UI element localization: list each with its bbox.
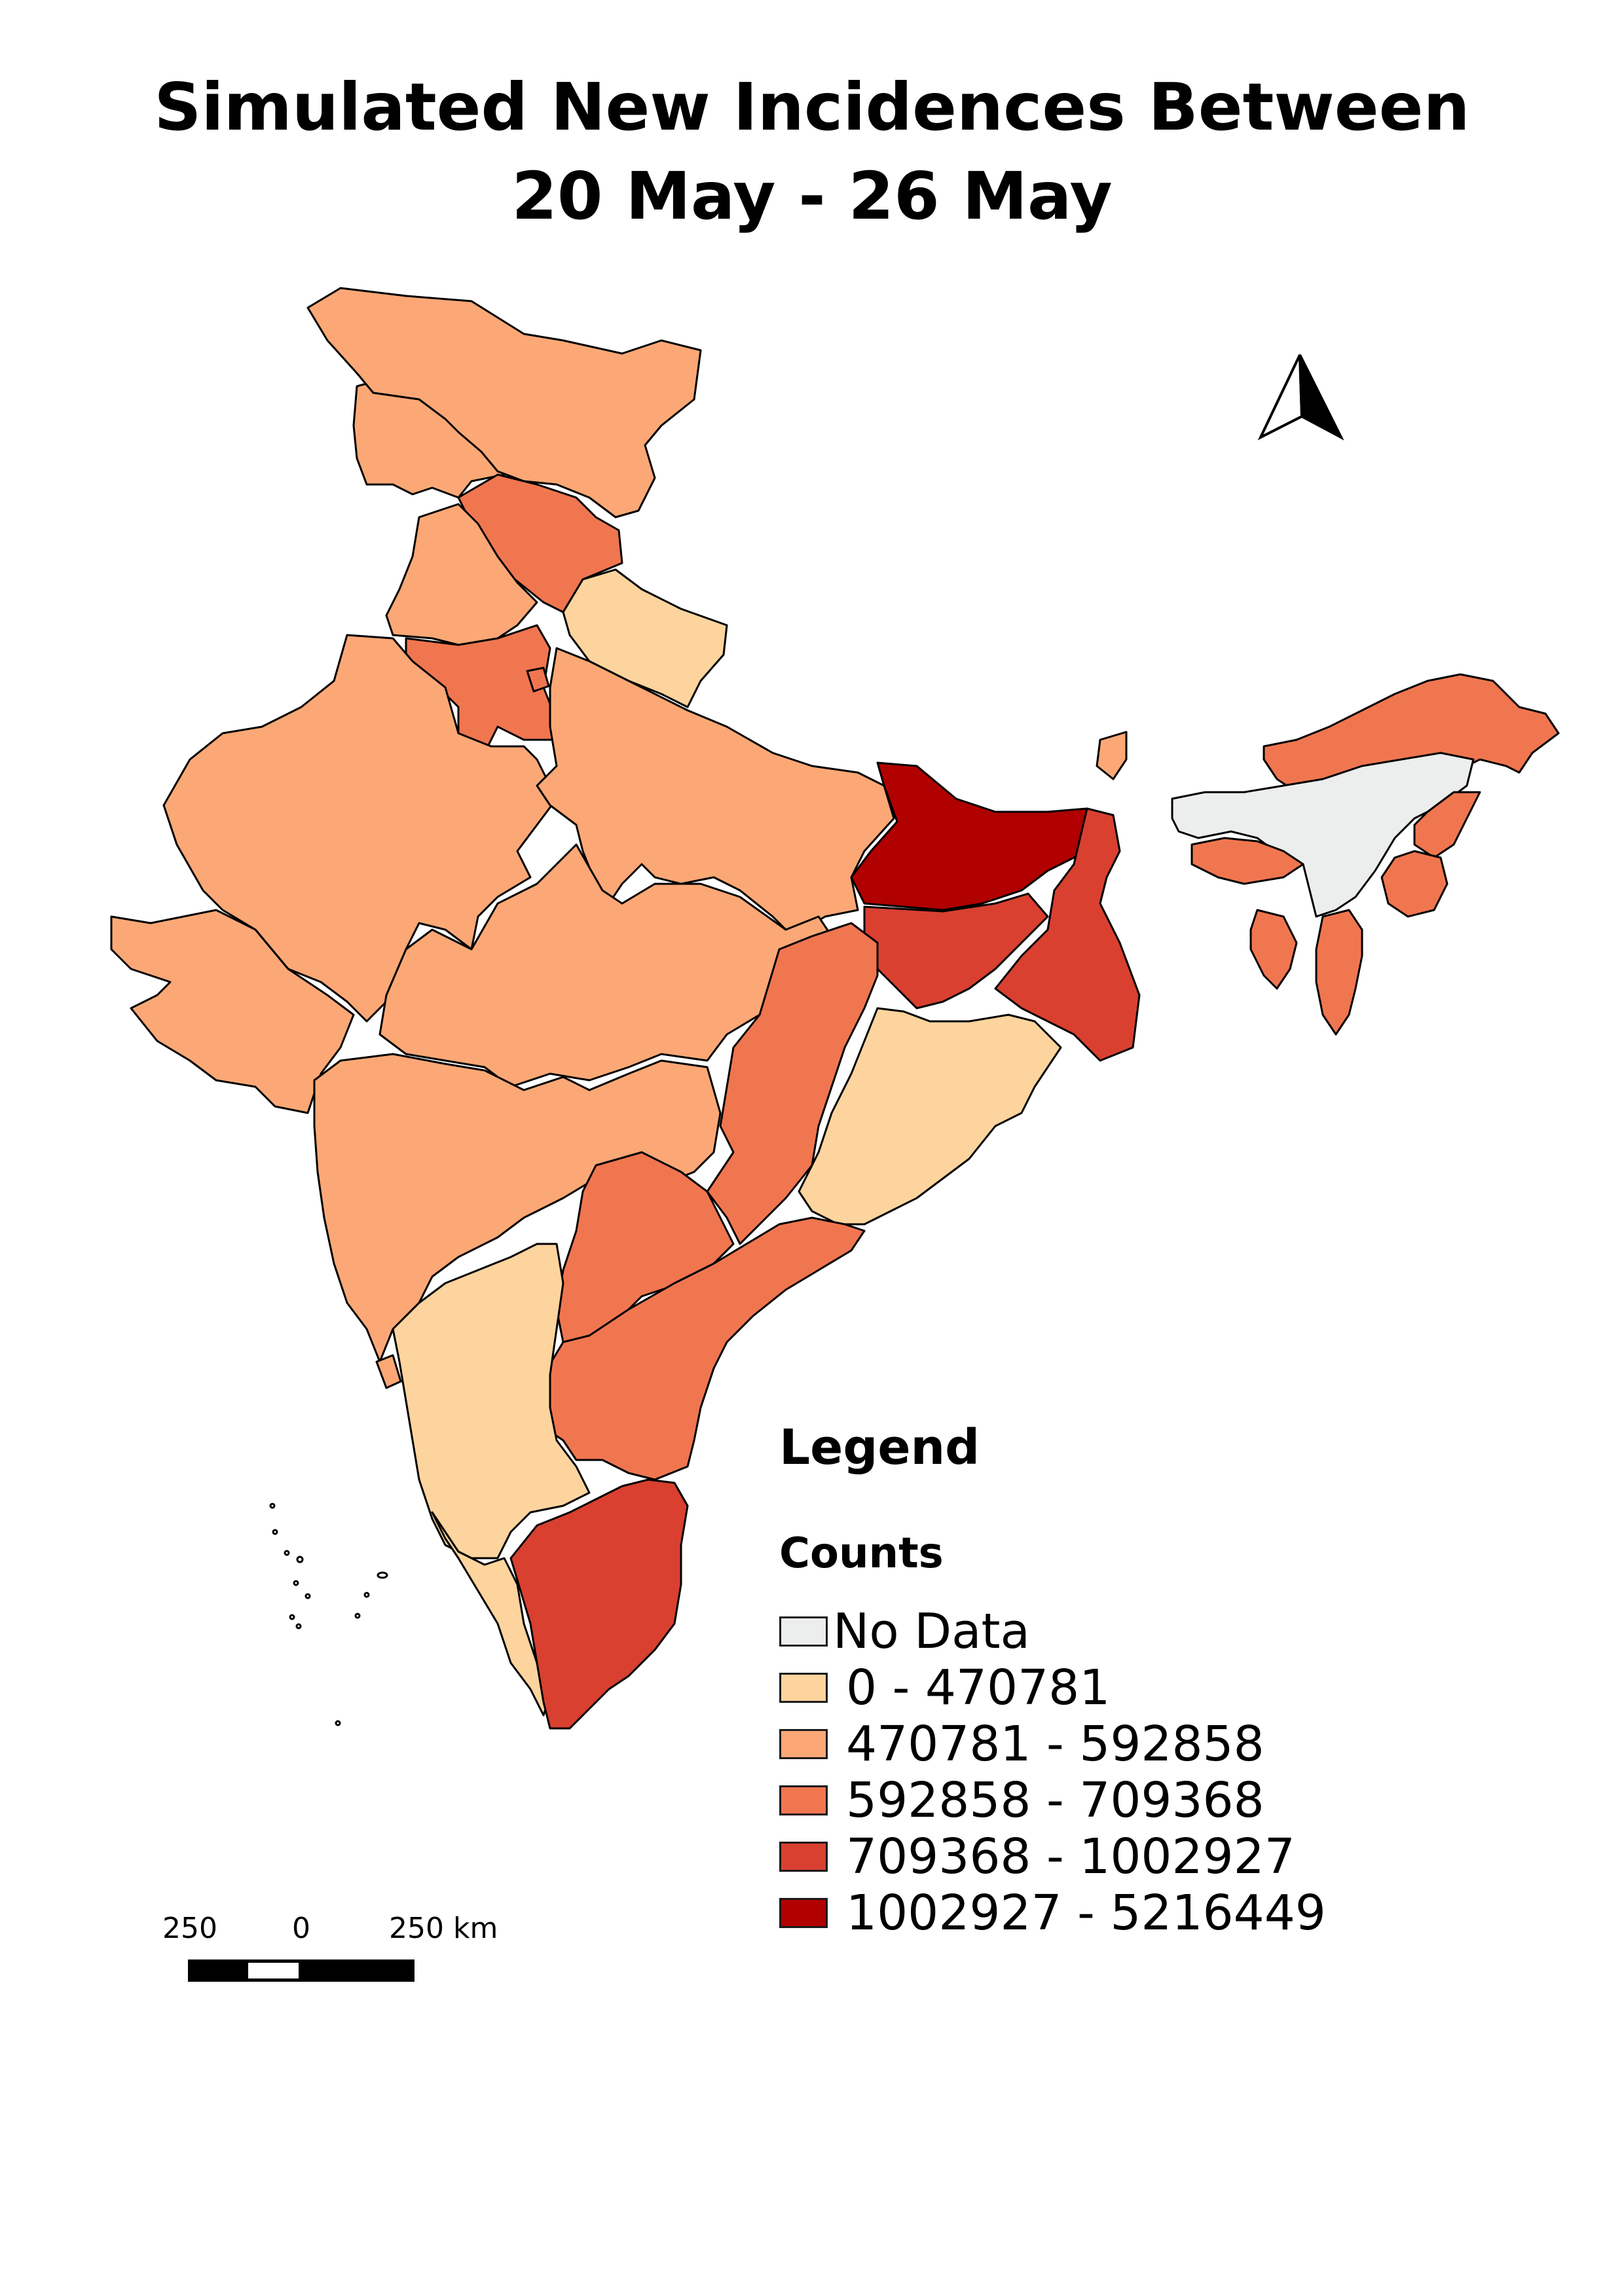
scale-label-left: 250 xyxy=(162,1912,217,1945)
region-odisha xyxy=(798,1007,1062,1226)
region-chhattisgarh xyxy=(706,922,879,1245)
legend-label: 0 - 470781 xyxy=(846,1660,1111,1716)
region-karnataka xyxy=(392,1243,591,1559)
region-telangana xyxy=(555,1151,735,1343)
legend-heading: Legend xyxy=(779,1419,980,1476)
legend-swatch xyxy=(779,1616,828,1647)
region-jharkhand xyxy=(863,892,1049,1010)
legend-item-class-1: 0 - 470781 xyxy=(779,1660,1110,1715)
legend-item-class-5: 1002927 - 5216449 xyxy=(779,1886,1326,1941)
title-line-1: Simulated New Incidences Between xyxy=(154,69,1470,145)
scale-segment xyxy=(188,1959,245,1982)
scale-bar xyxy=(188,1959,415,1982)
region-ladakh xyxy=(306,287,702,519)
legend-swatch xyxy=(779,1898,828,1928)
legend-swatch xyxy=(779,1729,828,1759)
north-arrow-icon xyxy=(1257,354,1344,441)
map-title: Simulated New Incidences Between 20 May … xyxy=(0,63,1624,241)
region-gujarat xyxy=(110,909,355,1114)
region-tamil-nadu xyxy=(509,1478,689,1730)
legend-label: 709368 - 1002927 xyxy=(846,1829,1295,1885)
region-delhi xyxy=(526,666,550,693)
region-goa xyxy=(375,1354,402,1389)
legend-subheading: Counts xyxy=(779,1529,944,1578)
legend-item-class-2: 470781 - 592858 xyxy=(779,1717,1264,1772)
legend-item-no-data: No Data xyxy=(779,1604,1030,1659)
legend-label: 470781 - 592858 xyxy=(846,1716,1264,1772)
legend-swatch xyxy=(779,1673,828,1703)
legend-item-class-4: 709368 - 1002927 xyxy=(779,1829,1295,1884)
region-west-bengal xyxy=(994,807,1141,1062)
region-tripura xyxy=(1249,909,1298,990)
region-andhra-pradesh xyxy=(542,1216,866,1481)
scale-label-right: 250 km xyxy=(389,1912,498,1945)
legend-label: 592858 - 709368 xyxy=(846,1772,1264,1829)
scale-label-zero: 0 xyxy=(292,1912,310,1945)
scale-segment xyxy=(245,1959,302,1982)
region-assam xyxy=(1171,752,1475,918)
legend-label: 1002927 - 5216449 xyxy=(846,1885,1326,1941)
region-rajasthan xyxy=(162,634,558,1023)
legend-label: No Data xyxy=(833,1603,1030,1660)
islands xyxy=(269,1503,388,1726)
scale-segment xyxy=(302,1959,415,1982)
legend-swatch xyxy=(779,1785,828,1815)
legend-item-class-3: 592858 - 709368 xyxy=(779,1773,1264,1828)
title-line-2: 20 May - 26 May xyxy=(511,158,1113,234)
region-manipur xyxy=(1380,850,1449,918)
region-uttar-pradesh xyxy=(536,647,895,938)
region-uttarakhand xyxy=(562,568,728,708)
region-nagaland xyxy=(1413,791,1481,859)
legend-swatch xyxy=(779,1842,828,1872)
region-mizoram xyxy=(1315,909,1363,1036)
region-bihar xyxy=(850,761,1101,911)
region-sikkim xyxy=(1096,731,1128,780)
region-meghalaya xyxy=(1190,837,1304,885)
